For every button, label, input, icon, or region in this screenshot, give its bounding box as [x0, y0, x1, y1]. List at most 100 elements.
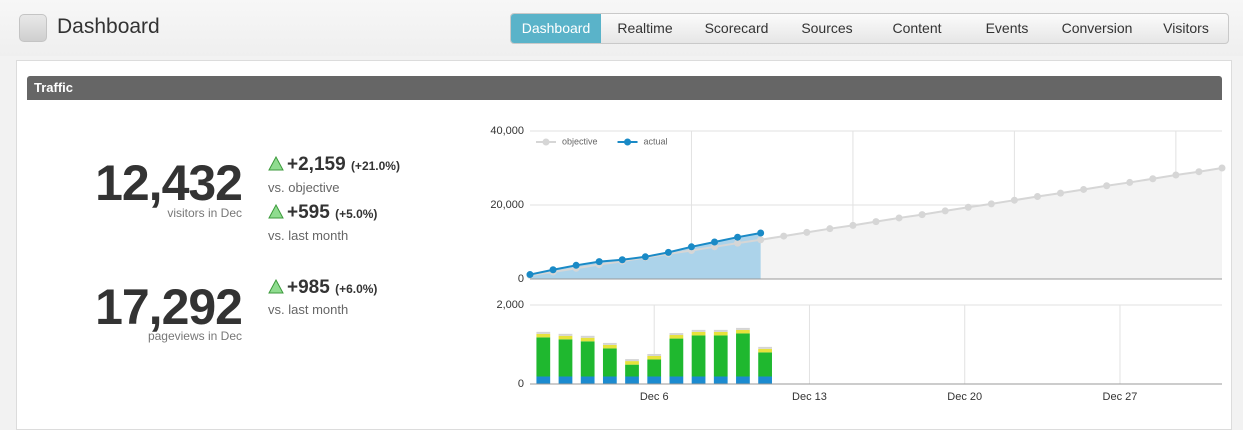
point	[1057, 189, 1065, 197]
point	[734, 239, 742, 247]
point	[618, 256, 626, 264]
x-tick-label: Dec 6	[640, 391, 669, 403]
charts: 0 20,000 40,000 objective actual 0 2,000 Dec 6 D…	[490, 125, 1226, 403]
bar-segment	[558, 376, 573, 384]
point	[1080, 185, 1088, 193]
legend-dot	[542, 138, 550, 146]
point	[849, 221, 857, 229]
delta-label: vs. last month	[268, 302, 349, 317]
bar-segment	[536, 376, 551, 384]
nav-tab[interactable]: Visitors	[1163, 20, 1209, 36]
bar-segment	[536, 337, 551, 377]
bar-segment	[647, 355, 662, 360]
point	[1218, 164, 1226, 172]
bar-segment	[669, 333, 684, 336]
up-arrow	[268, 278, 284, 294]
point	[780, 232, 788, 240]
point	[757, 236, 765, 244]
bar-segment	[758, 348, 772, 353]
bar-segment	[758, 376, 772, 384]
y-tick-label: 0	[518, 378, 524, 390]
point	[964, 203, 972, 211]
delta-percent: (+6.0%)	[335, 282, 378, 296]
delta: +985 (+6.0%)	[268, 277, 377, 299]
bar-segment	[602, 348, 617, 377]
bar-segment	[625, 364, 639, 377]
page-title: Dashboard	[57, 15, 160, 38]
bar-segment	[602, 342, 617, 345]
nav-tab[interactable]: Realtime	[617, 20, 673, 36]
bar-segment	[669, 376, 684, 384]
nav-tab[interactable]: Events	[985, 20, 1029, 36]
bar-segment	[669, 338, 684, 377]
delta-percent: (+21.0%)	[350, 159, 400, 173]
point	[757, 229, 765, 237]
bar-segment	[758, 346, 772, 349]
bar-segment	[736, 376, 750, 384]
bar-segment	[536, 331, 551, 334]
point	[687, 243, 695, 251]
stat-value: 17,292	[95, 279, 243, 335]
nav-tab[interactable]: Conversion	[1061, 20, 1133, 36]
x-tick-label: Dec 20	[947, 391, 982, 403]
point	[1172, 171, 1180, 179]
point	[734, 233, 742, 241]
bar-segment	[625, 376, 639, 384]
point	[1126, 178, 1134, 186]
point	[711, 243, 719, 251]
point	[872, 218, 880, 226]
delta-value: +2,159	[287, 154, 346, 175]
bar-segment	[758, 352, 772, 377]
bar-segment	[558, 335, 573, 340]
bar-segment	[647, 359, 662, 377]
bar-segment	[736, 329, 750, 334]
panel-title: Traffic	[27, 76, 1222, 100]
point	[1149, 175, 1157, 183]
bar-segment	[713, 329, 728, 332]
point	[895, 214, 903, 222]
delta: +595 (+5.0%)	[268, 202, 377, 224]
nav-tab[interactable]: Content	[892, 20, 942, 36]
point	[941, 207, 949, 215]
bar-segment	[691, 335, 706, 377]
bar-segment	[713, 376, 728, 384]
delta-label: vs. objective	[268, 180, 340, 195]
bar-segment	[713, 335, 728, 377]
stat-label: pageviews in Dec	[147, 329, 242, 343]
point	[526, 271, 534, 279]
point	[711, 238, 719, 246]
nav-tabs: Dashboard Realtime Scorecard Sources Content…	[510, 13, 1229, 44]
bar-segment	[625, 359, 639, 362]
nav-tab[interactable]: Scorecard	[704, 20, 769, 36]
bar-segment	[736, 333, 750, 377]
bar-segment	[647, 353, 662, 356]
delta-percent: (+5.0%)	[335, 207, 378, 221]
y-tick-label: 0	[518, 273, 524, 285]
bar-segment	[736, 327, 750, 330]
bar-segment	[691, 331, 706, 336]
bar-segment	[691, 376, 706, 384]
point	[987, 200, 995, 208]
up-arrow	[268, 203, 284, 219]
point	[595, 258, 603, 266]
point	[664, 248, 672, 256]
bar-segment	[713, 331, 728, 336]
nav-tab[interactable]: Sources	[801, 20, 853, 36]
point	[572, 261, 580, 269]
delta-value: +985	[287, 277, 330, 298]
point	[1103, 182, 1111, 190]
bar-segment	[580, 341, 595, 377]
y-tick-label: 20,000	[490, 199, 524, 211]
point	[549, 266, 557, 274]
legend-label: actual	[644, 136, 668, 146]
app-icon[interactable]	[19, 14, 47, 42]
bar-segment	[558, 333, 573, 336]
stat-label: visitors in Dec	[167, 206, 242, 220]
bar-segment	[580, 337, 595, 342]
point	[803, 228, 811, 236]
bar-segment	[691, 329, 706, 332]
nav-tab[interactable]: Dashboard	[511, 14, 601, 43]
delta-label: vs. last month	[268, 228, 349, 243]
bar-segment	[602, 376, 617, 384]
